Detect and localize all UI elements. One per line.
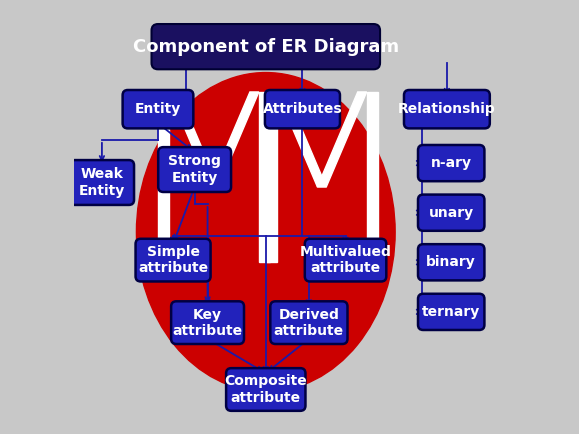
Text: Attributes: Attributes [263,102,342,116]
Polygon shape [210,92,259,187]
Text: Key
attribute: Key attribute [173,308,243,338]
Ellipse shape [137,72,395,391]
Text: Relationship: Relationship [398,102,496,116]
Polygon shape [277,92,327,187]
Text: Component of ER Diagram: Component of ER Diagram [133,38,399,56]
Text: binary: binary [426,255,476,269]
FancyBboxPatch shape [123,90,193,128]
FancyBboxPatch shape [152,24,380,69]
FancyBboxPatch shape [158,147,231,192]
Text: Strong
Entity: Strong Entity [168,155,221,184]
FancyBboxPatch shape [418,194,485,231]
Polygon shape [317,92,367,187]
Polygon shape [158,92,169,262]
Polygon shape [367,92,378,262]
FancyBboxPatch shape [418,145,485,181]
Text: unary: unary [428,206,474,220]
FancyBboxPatch shape [226,368,306,411]
FancyBboxPatch shape [270,301,347,344]
Polygon shape [259,92,270,262]
Text: Multivalued
attribute: Multivalued attribute [299,245,391,275]
Polygon shape [169,92,218,187]
FancyBboxPatch shape [171,301,244,344]
Text: Simple
attribute: Simple attribute [138,245,208,275]
Text: Composite
attribute: Composite attribute [225,375,307,404]
FancyBboxPatch shape [70,160,134,205]
Polygon shape [266,92,277,262]
FancyBboxPatch shape [404,90,490,128]
Text: Derived
attribute: Derived attribute [274,308,344,338]
FancyBboxPatch shape [418,294,485,330]
Text: Entity: Entity [135,102,181,116]
FancyBboxPatch shape [265,90,340,128]
Text: ternary: ternary [422,305,481,319]
Text: Weak
Entity: Weak Entity [79,168,125,197]
Text: n-ary: n-ary [431,156,472,170]
FancyBboxPatch shape [418,244,485,280]
FancyBboxPatch shape [135,239,211,282]
FancyBboxPatch shape [305,239,386,282]
